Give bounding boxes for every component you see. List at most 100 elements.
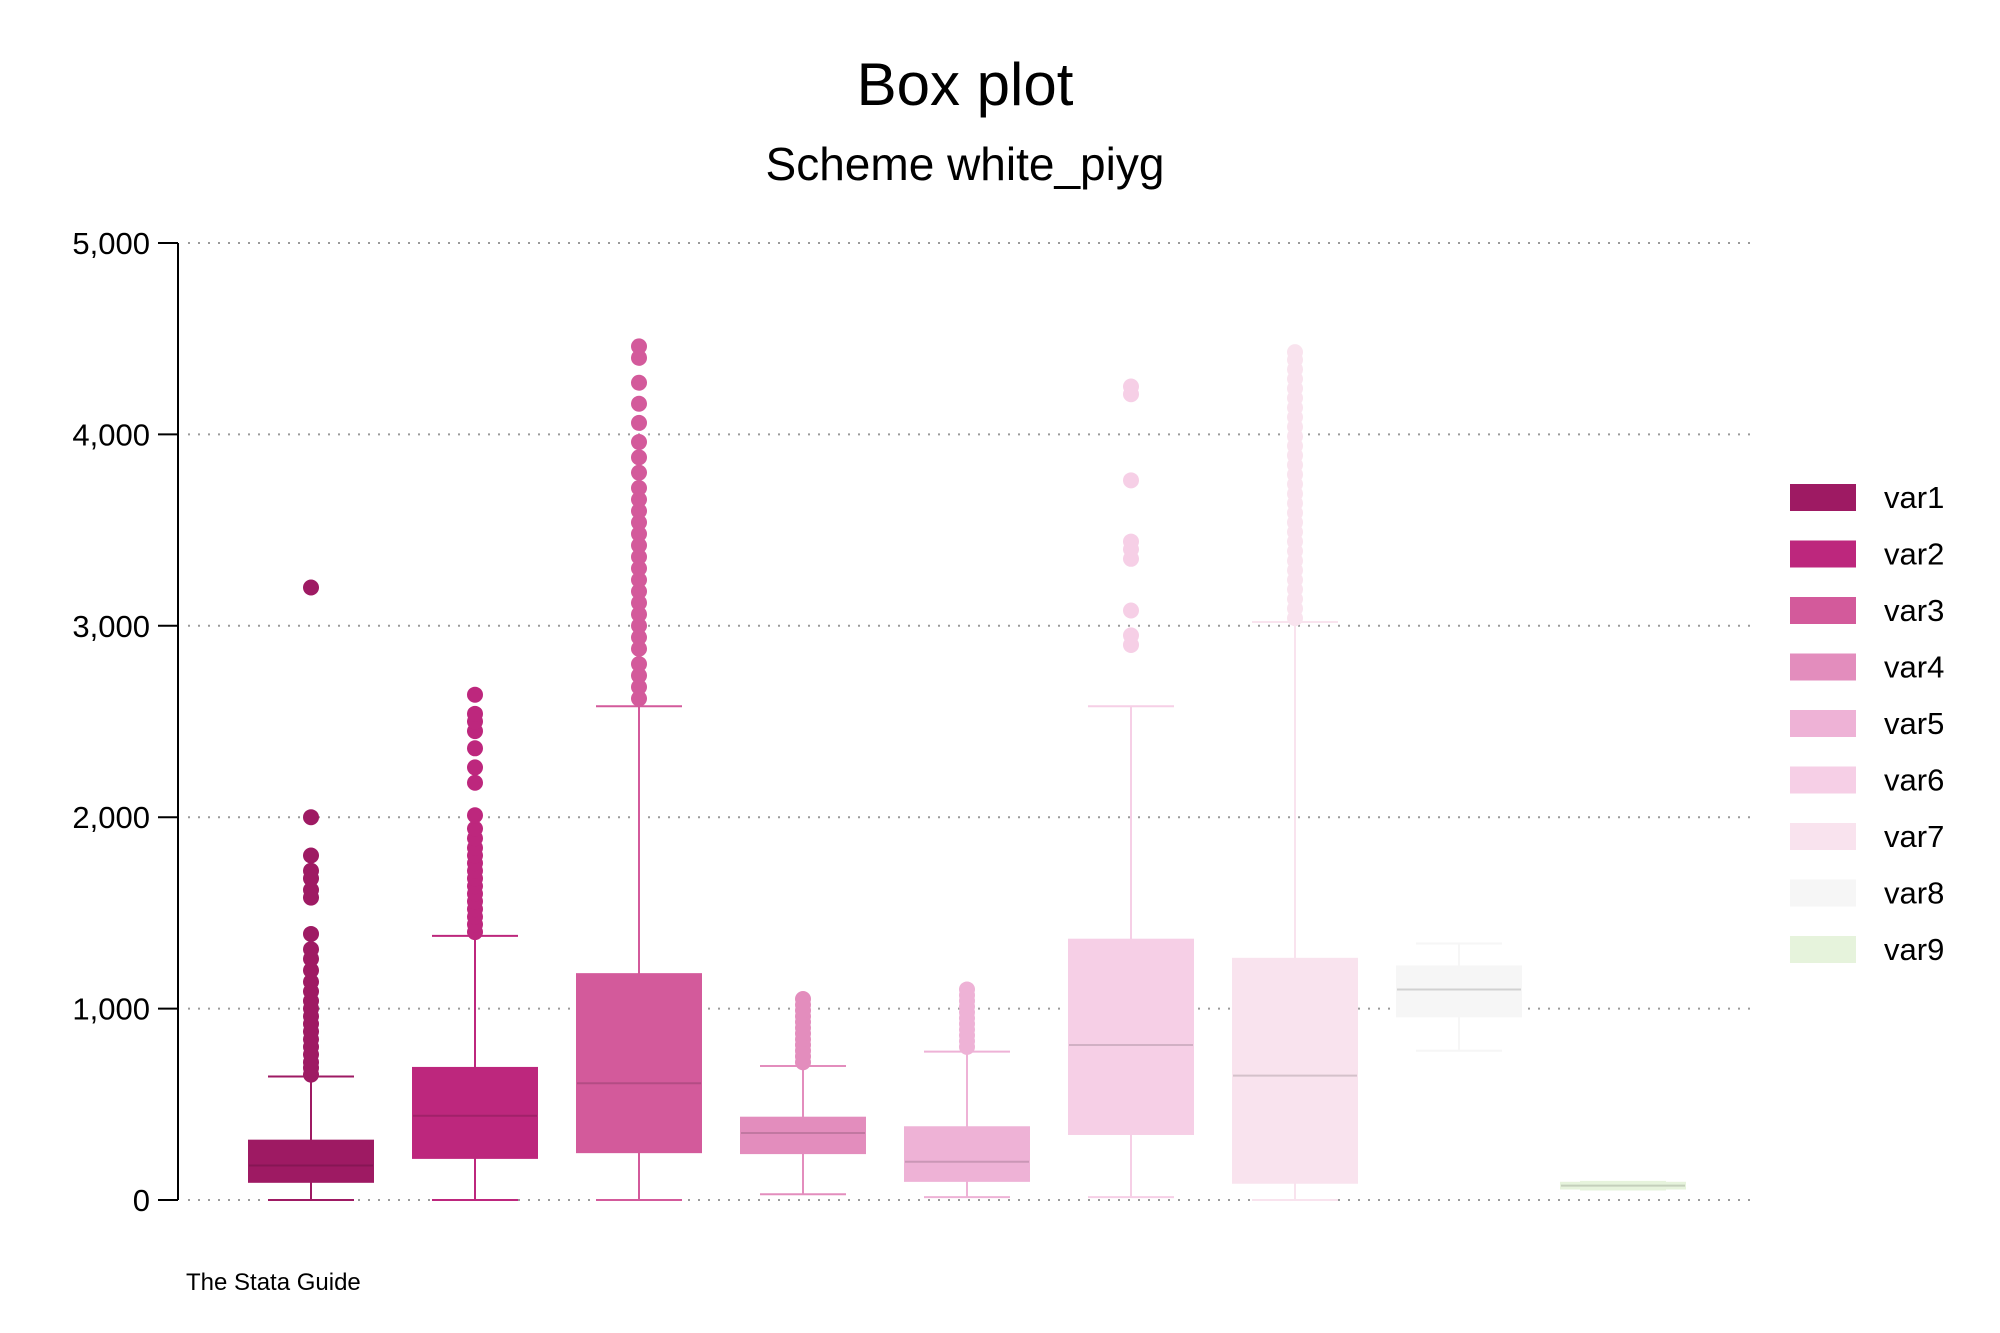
outlier-point	[631, 449, 647, 466]
chart-note: The Stata Guide	[186, 1269, 361, 1296]
legend-label: var4	[1884, 650, 1944, 685]
chart-title: Box plot	[857, 51, 1074, 118]
box-iqr	[412, 1066, 538, 1159]
outlier-point	[631, 537, 647, 554]
outlier-point	[1123, 627, 1139, 644]
legend-swatch	[1790, 879, 1856, 907]
legend: var1 var2 var3 var4 var5 var6 var7 var8 var9	[1790, 480, 1944, 967]
outlier-point	[631, 548, 647, 565]
outlier-point	[303, 862, 319, 879]
legend-swatch	[1790, 823, 1856, 850]
outlier-point	[1123, 378, 1139, 395]
outlier-point	[631, 583, 647, 600]
outlier-point	[1123, 472, 1139, 489]
legend-swatch	[1790, 710, 1856, 737]
outlier-point	[303, 847, 319, 864]
legend-label: var6	[1884, 763, 1944, 798]
outlier-point	[303, 941, 319, 958]
legend-label: var3	[1884, 593, 1944, 628]
box-iqr	[904, 1126, 1030, 1182]
outlier-point	[303, 579, 319, 596]
y-tick-label: 2,000	[72, 800, 150, 835]
y-tick-label: 0	[133, 1183, 150, 1218]
outlier-point	[959, 981, 975, 998]
outlier-point	[631, 502, 647, 519]
y-tick-label: 5,000	[72, 226, 150, 261]
y-tick-label: 4,000	[72, 417, 150, 452]
box-iqr	[740, 1116, 866, 1155]
box-var9	[1560, 1180, 1686, 1191]
box-var8	[1396, 942, 1522, 1052]
y-axis-ticks: 0 1,000 2,000 3,000 4,000 5,000	[72, 226, 178, 1218]
y-tick-label: 3,000	[72, 609, 150, 644]
box-iqr	[1232, 957, 1358, 1184]
outlier-point	[631, 414, 647, 431]
box-iqr	[248, 1139, 374, 1183]
box-var5	[904, 981, 1030, 1199]
outlier-point	[631, 514, 647, 531]
grid-lines	[188, 242, 1755, 1201]
outlier-point	[303, 973, 319, 990]
box-var2	[412, 686, 538, 1201]
box-iqr	[1068, 938, 1194, 1135]
box-iqr	[1396, 965, 1522, 1018]
outlier-point	[631, 594, 647, 611]
legend-label: var8	[1884, 876, 1944, 911]
outlier-point	[631, 395, 647, 412]
outlier-point	[631, 349, 647, 366]
legend-label: var5	[1884, 706, 1944, 741]
chart-subtitle: Scheme white_piyg	[766, 138, 1165, 190]
legend-item-var1: var1	[1790, 480, 1944, 515]
box-var3	[576, 338, 702, 1201]
outlier-point	[303, 809, 319, 826]
legend-item-var9: var9	[1790, 932, 1944, 967]
legend-item-var8: var8	[1790, 876, 1944, 911]
legend-swatch	[1790, 936, 1856, 963]
outlier-point	[631, 525, 647, 542]
boxes	[248, 338, 1686, 1201]
outlier-point	[631, 629, 647, 646]
outlier-point	[631, 374, 647, 391]
box-var6	[1068, 378, 1194, 1199]
outlier-point	[795, 991, 811, 1008]
outlier-point	[303, 925, 319, 942]
outlier-point	[303, 881, 319, 898]
outlier-point	[631, 560, 647, 577]
outlier-point	[631, 679, 647, 696]
outlier-point	[467, 774, 483, 791]
outlier-point	[631, 667, 647, 684]
outlier-point	[631, 434, 647, 451]
outlier-point	[467, 759, 483, 776]
outlier-point	[631, 690, 647, 707]
box-var7	[1232, 344, 1358, 1201]
legend-item-var4: var4	[1790, 650, 1944, 685]
outlier-point	[467, 740, 483, 757]
outlier-point	[631, 491, 647, 508]
outlier-point	[631, 617, 647, 634]
outlier-point	[631, 464, 647, 481]
legend-item-var2: var2	[1790, 537, 1944, 572]
outlier-point	[631, 640, 647, 657]
box-var4	[740, 991, 866, 1196]
legend-label: var7	[1884, 819, 1944, 854]
legend-swatch	[1790, 484, 1856, 511]
legend-item-var3: var3	[1790, 593, 1944, 628]
box-var1	[248, 579, 374, 1201]
legend-swatch	[1790, 597, 1856, 624]
legend-label: var1	[1884, 480, 1944, 515]
outlier-point	[467, 686, 483, 703]
box-iqr	[576, 973, 702, 1154]
legend-item-var5: var5	[1790, 706, 1944, 741]
outlier-point	[1123, 602, 1139, 619]
outlier-point	[1287, 344, 1303, 361]
outlier-point	[631, 479, 647, 496]
outlier-point	[1123, 533, 1139, 550]
outlier-point	[631, 656, 647, 673]
outlier-point	[467, 705, 483, 722]
legend-label: var2	[1884, 537, 1944, 572]
outlier-point	[631, 571, 647, 588]
legend-item-var6: var6	[1790, 763, 1944, 798]
outlier-point	[467, 807, 483, 824]
legend-label: var9	[1884, 932, 1944, 967]
